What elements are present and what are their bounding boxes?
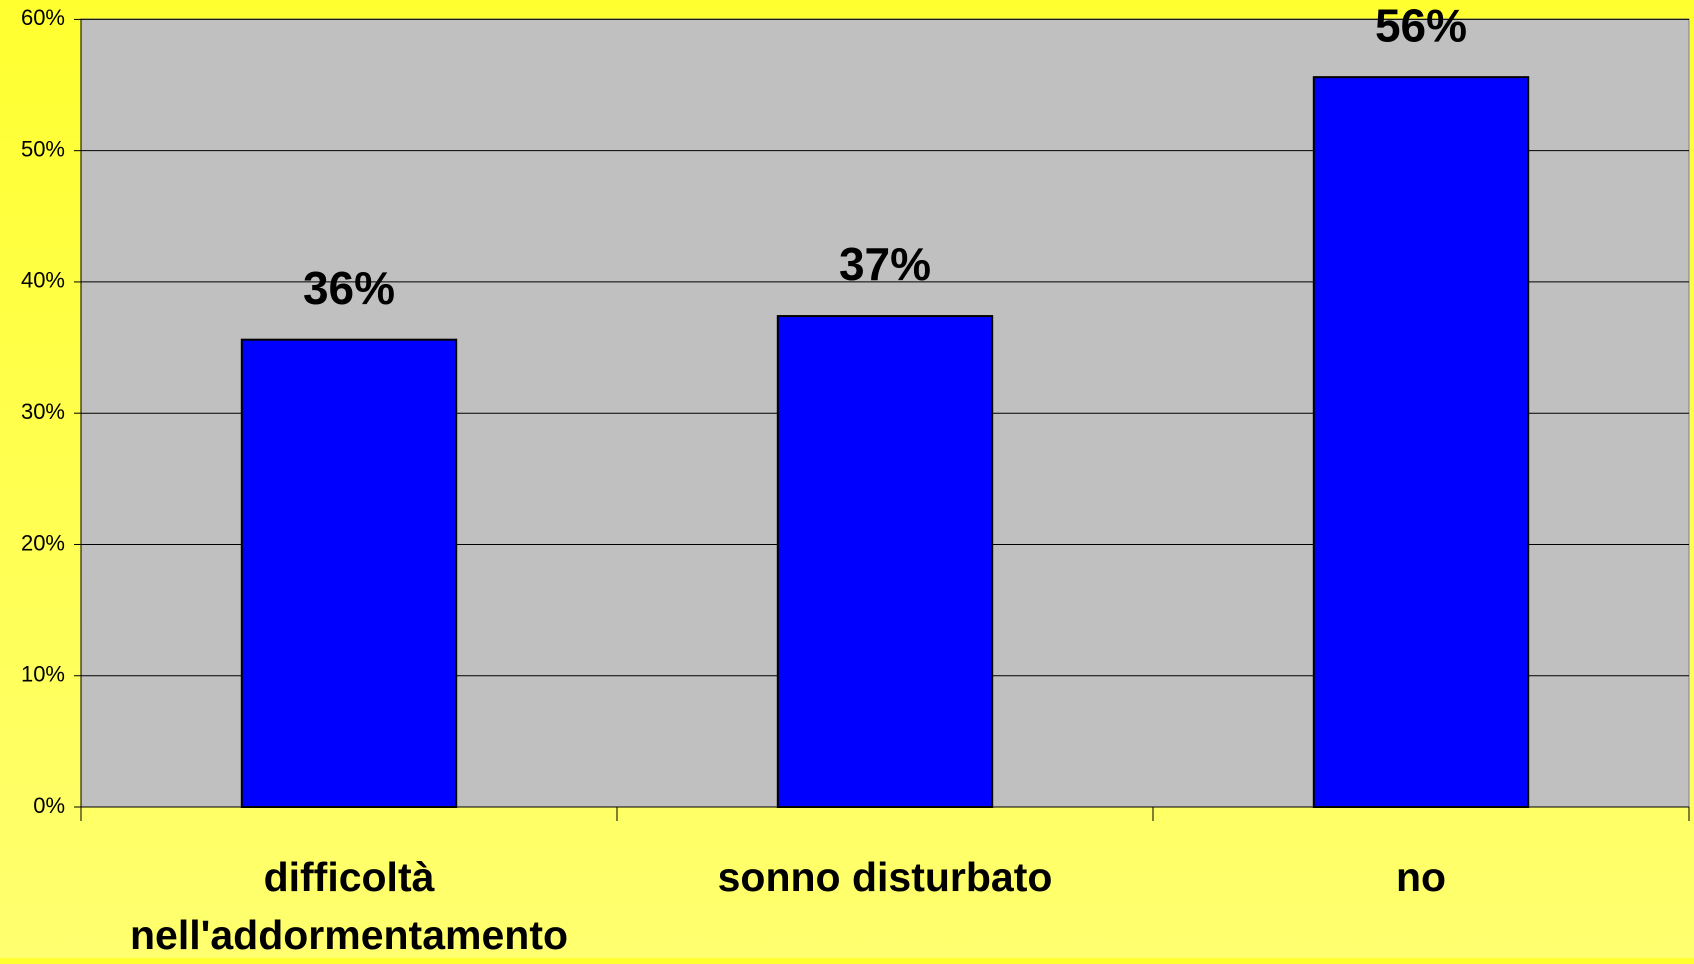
y-tick-label: 30%: [21, 399, 65, 424]
value-label: 36%: [303, 262, 395, 314]
value-label: 37%: [839, 238, 931, 290]
x-tick-label: no: [1395, 854, 1447, 900]
y-tick-label: 10%: [21, 662, 65, 687]
x-tick-label: sonno disturbato: [717, 854, 1053, 900]
y-tick-label: 40%: [21, 268, 65, 293]
y-tick-label: 20%: [21, 530, 65, 555]
bar: [240, 338, 458, 808]
y-tick-label: 60%: [21, 5, 65, 30]
y-tick-label: 0%: [33, 793, 65, 818]
y-tick-label: 50%: [21, 136, 65, 161]
bar: [1312, 76, 1530, 808]
x-tick-label: difficoltà nell'addormentamento: [129, 854, 569, 958]
value-label: 56%: [1375, 0, 1467, 51]
bar: [776, 315, 994, 808]
